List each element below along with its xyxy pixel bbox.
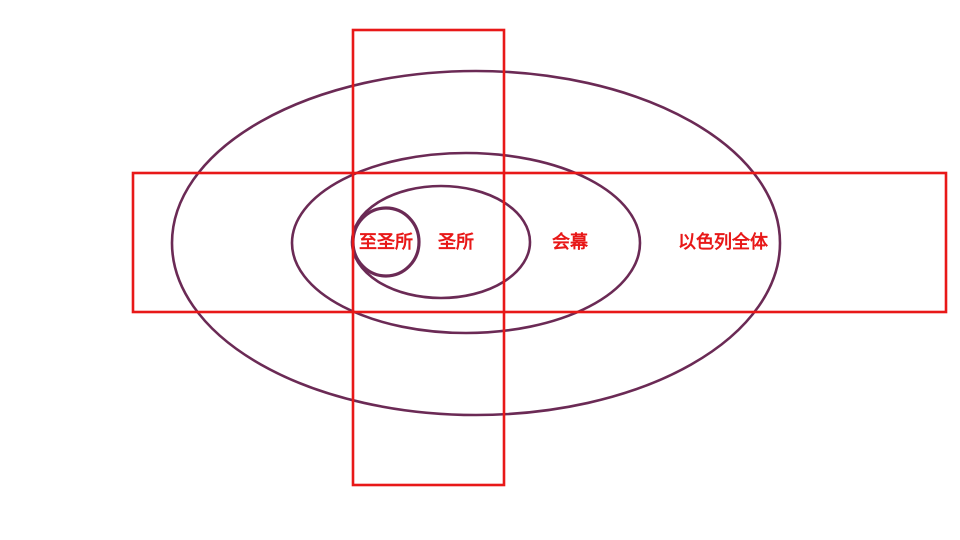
label-holy-place: 圣所 — [437, 232, 474, 253]
label-most-holy-place: 至圣所 — [359, 232, 413, 253]
vertical-highlight-rect — [351, 28, 506, 487]
outer-ellipse-all-israel — [170, 69, 782, 417]
label-all-israel: 以色列全体 — [678, 231, 769, 253]
label-tabernacle: 会幕 — [552, 231, 589, 253]
middle-ellipse-tabernacle — [290, 151, 642, 335]
horizontal-highlight-rect — [131, 171, 948, 314]
